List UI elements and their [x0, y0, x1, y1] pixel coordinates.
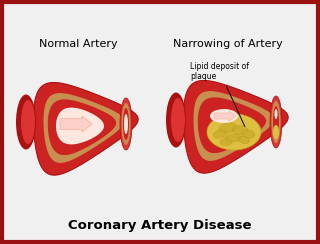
Ellipse shape: [21, 100, 35, 144]
Ellipse shape: [210, 109, 238, 123]
Ellipse shape: [238, 136, 250, 143]
Ellipse shape: [273, 106, 279, 138]
Ellipse shape: [120, 98, 132, 150]
FancyArrow shape: [60, 116, 92, 132]
FancyArrow shape: [214, 111, 236, 121]
Ellipse shape: [16, 94, 36, 150]
Ellipse shape: [220, 139, 232, 145]
Ellipse shape: [122, 103, 131, 145]
Ellipse shape: [270, 96, 282, 148]
Polygon shape: [44, 93, 124, 163]
Ellipse shape: [241, 130, 255, 138]
Ellipse shape: [61, 113, 103, 143]
Ellipse shape: [232, 125, 248, 134]
Ellipse shape: [166, 92, 186, 148]
Ellipse shape: [207, 114, 261, 150]
Ellipse shape: [213, 130, 227, 138]
Ellipse shape: [123, 108, 129, 140]
Polygon shape: [183, 81, 288, 173]
Ellipse shape: [57, 111, 95, 137]
Ellipse shape: [124, 114, 128, 134]
Ellipse shape: [273, 125, 279, 139]
Text: Narrowing of Artery: Narrowing of Artery: [173, 39, 283, 49]
Polygon shape: [194, 91, 274, 161]
Text: Normal Artery: Normal Artery: [39, 39, 117, 49]
Ellipse shape: [271, 101, 281, 143]
Polygon shape: [198, 97, 266, 153]
Polygon shape: [33, 82, 138, 175]
Ellipse shape: [219, 123, 237, 133]
Ellipse shape: [171, 98, 185, 142]
Polygon shape: [56, 108, 104, 144]
Ellipse shape: [275, 109, 277, 119]
Text: Coronary Artery Disease: Coronary Artery Disease: [68, 220, 252, 233]
Ellipse shape: [225, 134, 241, 142]
Polygon shape: [48, 99, 116, 155]
Text: Lipid deposit of
plaque: Lipid deposit of plaque: [190, 61, 249, 126]
